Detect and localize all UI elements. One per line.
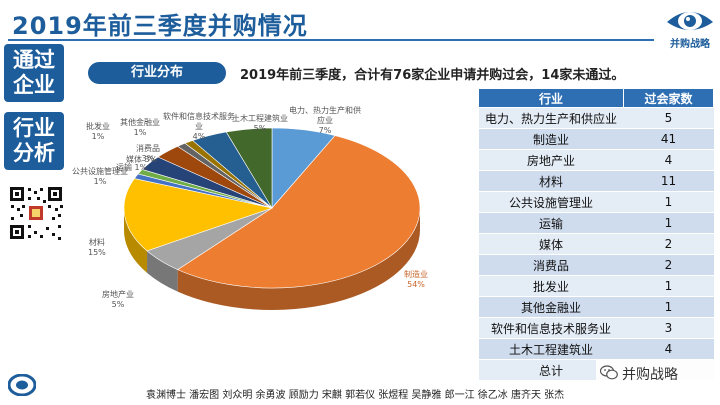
pie-label-realestate-pct: 5% bbox=[111, 300, 125, 309]
table-cell-count: 5 bbox=[623, 107, 714, 129]
pie-side-2 bbox=[147, 250, 178, 292]
table-cell-count: 1 bbox=[623, 191, 714, 213]
pie-side-1 bbox=[177, 208, 420, 310]
table-row: 媒体 2 bbox=[478, 233, 714, 255]
pie-label-power-name: 电力、热力生产和供应业 bbox=[289, 106, 361, 125]
pie-label-public: 公共设施管理业 1% bbox=[72, 167, 128, 187]
table-cell-industry: 总计 bbox=[478, 359, 624, 381]
table-cell-industry: 批发业 bbox=[478, 275, 624, 297]
page-title: 2019年前三季度并购情况 bbox=[12, 12, 308, 40]
pie-label-software-name: 软件和信息技术服务业 bbox=[163, 112, 235, 131]
pie-label-realestate: 房地产业 5% bbox=[102, 290, 134, 310]
pie-label-finance-name: 其他金融业 bbox=[120, 118, 160, 127]
pie-label-manufacturing: 制造业 54% bbox=[404, 270, 428, 290]
tab-companies[interactable]: 通过企业 bbox=[4, 44, 64, 102]
pie-label-materials-name: 材料 bbox=[88, 238, 105, 247]
table-row: 消费品 2 bbox=[478, 254, 714, 276]
table-cell-count: 2 bbox=[623, 254, 714, 276]
table-row: 软件和信息技术服务业 3 bbox=[478, 317, 714, 339]
table-row: 电力、热力生产和供应业 5 bbox=[478, 107, 714, 129]
table-cell-count: 4 bbox=[623, 149, 714, 171]
table-cell-industry: 软件和信息技术服务业 bbox=[478, 317, 624, 339]
table-cell-industry: 运输 bbox=[478, 212, 624, 234]
table-cell-count: 4 bbox=[623, 338, 714, 360]
table-cell-count: 41 bbox=[623, 128, 714, 150]
pie-label-manufacturing-name: 制造业 bbox=[404, 270, 428, 279]
table-cell-industry: 消费品 bbox=[478, 254, 624, 276]
pie-slice-1 bbox=[177, 135, 421, 289]
table-cell-count: 2 bbox=[623, 233, 714, 255]
wechat-icon bbox=[600, 365, 618, 380]
pie-label-manufacturing-pct: 54% bbox=[407, 280, 425, 289]
table-header-industry: 行业 bbox=[478, 88, 624, 108]
pie-slice-3 bbox=[123, 178, 274, 252]
wechat-watermark: 并购战略 bbox=[596, 360, 720, 386]
table-cell-count: 11 bbox=[623, 170, 714, 192]
pie-side-3 bbox=[124, 208, 148, 273]
pie-label-civil-name: 土木工程建筑业 bbox=[232, 114, 288, 123]
industry-pie-chart: 电力、热力生产和供应业 7% 制造业 54% 房地产业 5% 材料 15% 公共… bbox=[72, 100, 464, 340]
pie-label-software: 软件和信息技术服务业 4% bbox=[162, 112, 236, 142]
table-cell-industry: 房地产业 bbox=[478, 149, 624, 171]
pie-label-transport: 运输 1% bbox=[116, 163, 147, 173]
table-header-row: 行业 过会家数 bbox=[478, 88, 714, 108]
pie-label-consumer: 消费品 3% bbox=[136, 144, 160, 164]
title-divider bbox=[8, 39, 654, 41]
qr-code-icon bbox=[8, 185, 64, 241]
pie-label-public-name: 公共设施管理业 bbox=[72, 167, 128, 176]
table-row: 批发业 1 bbox=[478, 275, 714, 297]
pie-label-consumer-pct: 3% bbox=[141, 154, 155, 163]
pie-label-wholesale: 批发业 1% bbox=[86, 122, 110, 142]
pie-label-realestate-name: 房地产业 bbox=[102, 290, 134, 299]
pie-label-wholesale-name: 批发业 bbox=[86, 122, 110, 131]
pie-label-finance: 其他金融业 1% bbox=[120, 118, 160, 138]
pie-label-media-name: 媒体 bbox=[126, 155, 142, 164]
summary-text: 2019年前三季度，合计有76家企业申请并购过会，14家未通过。 bbox=[240, 68, 625, 83]
wechat-account-name: 并购战略 bbox=[622, 367, 678, 383]
pie-label-civil: 土木工程建筑业 5% bbox=[232, 114, 288, 134]
company-logo-icon bbox=[8, 374, 36, 396]
pie-label-power: 电力、热力生产和供应业 7% bbox=[286, 106, 364, 136]
table-row: 房地产业 4 bbox=[478, 149, 714, 171]
pie-label-media: 媒体 3% bbox=[126, 155, 157, 165]
table-cell-industry: 媒体 bbox=[478, 233, 624, 255]
pie-label-power-pct: 7% bbox=[318, 126, 332, 135]
authors-line: 袁渊博士 潘宏图 刘众明 余勇波 顾励力 宋麒 郭若仪 张煜程 吴静雅 郎一江 … bbox=[146, 390, 565, 401]
table-cell-industry: 材料 bbox=[478, 170, 624, 192]
table-header-count: 过会家数 bbox=[623, 88, 714, 108]
pie-label-wholesale-pct: 1% bbox=[91, 132, 105, 141]
table-cell-count: 3 bbox=[623, 317, 714, 339]
table-cell-industry: 公共设施管理业 bbox=[478, 191, 624, 213]
pie-label-software-pct: 4% bbox=[192, 132, 206, 141]
table-cell-industry: 电力、热力生产和供应业 bbox=[478, 107, 624, 129]
table-row: 公共设施管理业 1 bbox=[478, 191, 714, 213]
table-row: 土木工程建筑业 4 bbox=[478, 338, 714, 360]
table-row: 制造业 41 bbox=[478, 128, 714, 150]
table-cell-industry: 制造业 bbox=[478, 128, 624, 150]
pie-label-transport-name: 运输 bbox=[116, 163, 132, 172]
section-pill: 行业分布 bbox=[88, 62, 226, 84]
table-row: 材料 11 bbox=[478, 170, 714, 192]
pie-label-media-pct: 3% bbox=[144, 155, 158, 164]
table-row: 其他金融业 1 bbox=[478, 296, 714, 318]
table-cell-industry: 土木工程建筑业 bbox=[478, 338, 624, 360]
pie-label-finance-pct: 1% bbox=[133, 128, 147, 137]
table-cell-count: 1 bbox=[623, 212, 714, 234]
pie-label-transport-pct: 1% bbox=[134, 163, 148, 172]
table-cell-industry: 其他金融业 bbox=[478, 296, 624, 318]
industry-table: 行业 过会家数 电力、热力生产和供应业 5 制造业 41 房地产业 4 材料 11 公共设施管理… bbox=[478, 88, 714, 381]
table-row: 运输 1 bbox=[478, 212, 714, 234]
pie-label-materials: 材料 15% bbox=[88, 238, 106, 258]
pie-label-civil-pct: 5% bbox=[253, 124, 267, 133]
pie-slice-11 bbox=[225, 127, 273, 210]
table-cell-count: 1 bbox=[623, 296, 714, 318]
pie-label-consumer-name: 消费品 bbox=[136, 144, 160, 153]
tab-industry-analysis[interactable]: 行业分析 bbox=[4, 112, 64, 170]
pie-label-public-pct: 1% bbox=[93, 177, 107, 186]
table-cell-count: 1 bbox=[623, 275, 714, 297]
pie-label-materials-pct: 15% bbox=[88, 248, 106, 257]
eye-logo-icon bbox=[667, 12, 713, 30]
brand-name: 并购战略 bbox=[670, 39, 710, 50]
